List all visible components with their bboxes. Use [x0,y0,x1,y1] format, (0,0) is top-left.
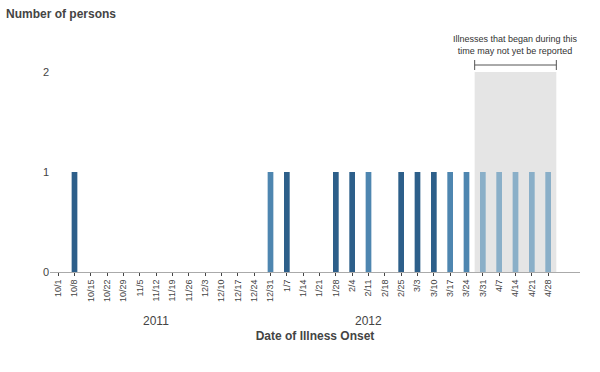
svg-text:11/26: 11/26 [184,280,194,302]
svg-text:1: 1 [43,166,49,178]
svg-text:3/24: 3/24 [461,280,471,298]
svg-text:Date of Illness Onset: Date of Illness Onset [256,329,375,343]
svg-text:3/3: 3/3 [412,280,422,293]
svg-text:12/3: 12/3 [200,280,210,298]
svg-text:11/5: 11/5 [135,280,145,297]
svg-text:3/10: 3/10 [429,280,439,298]
svg-text:11/12: 11/12 [151,280,161,302]
svg-text:0: 0 [43,266,49,278]
svg-text:2/11: 2/11 [363,280,373,297]
svg-text:2012: 2012 [355,314,382,328]
svg-text:4/7: 4/7 [494,280,504,293]
svg-text:1/14: 1/14 [298,280,308,298]
svg-text:12/10: 12/10 [216,280,226,303]
svg-text:11/19: 11/19 [167,280,177,302]
svg-text:4/21: 4/21 [527,280,537,298]
svg-text:2011: 2011 [143,314,169,328]
svg-text:1/28: 1/28 [331,280,341,298]
svg-text:12/31: 12/31 [265,280,275,303]
svg-text:2/18: 2/18 [380,280,390,298]
svg-text:10/29: 10/29 [118,280,128,303]
svg-text:Number of persons: Number of persons [6,7,116,21]
svg-text:12/17: 12/17 [233,280,243,303]
svg-text:2/4: 2/4 [347,280,357,293]
svg-text:1/21: 1/21 [314,280,324,298]
svg-text:Illnesses that began during th: Illnesses that began during thistime may… [453,34,578,56]
svg-text:2/25: 2/25 [396,280,406,298]
svg-text:10/1: 10/1 [53,280,63,298]
svg-text:10/8: 10/8 [69,280,79,298]
svg-text:4/28: 4/28 [543,280,553,298]
svg-text:4/14: 4/14 [510,280,520,298]
svg-text:10/15: 10/15 [86,280,96,303]
svg-text:12/24: 12/24 [249,280,259,303]
svg-text:3/17: 3/17 [445,280,455,298]
svg-text:10/22: 10/22 [102,280,112,303]
svg-text:1/7: 1/7 [282,280,292,293]
svg-text:3/31: 3/31 [478,280,488,298]
svg-text:2: 2 [43,66,49,78]
